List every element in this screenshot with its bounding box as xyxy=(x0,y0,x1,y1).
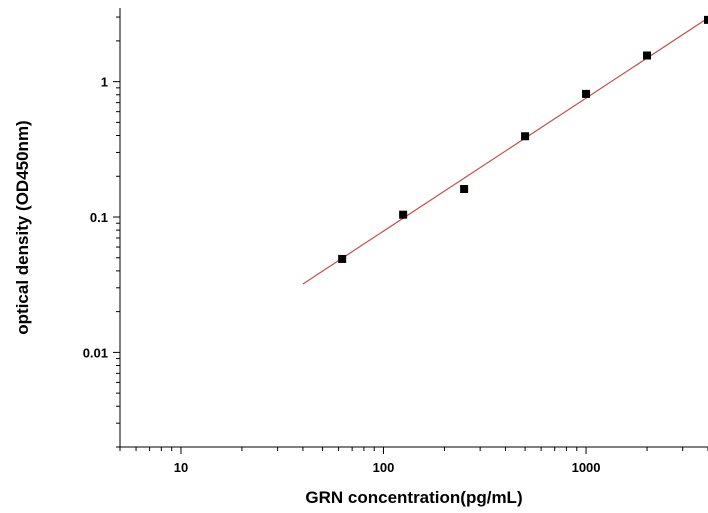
y-tick-label: 1 xyxy=(101,75,108,90)
fit-line-layer xyxy=(302,17,708,285)
y-tick-label: 0.01 xyxy=(83,345,108,360)
data-point xyxy=(399,210,408,219)
x-tick-label: 1000 xyxy=(572,460,601,475)
data-point xyxy=(521,132,530,141)
data-point xyxy=(582,89,591,98)
fit-line xyxy=(302,17,708,285)
data-point xyxy=(460,185,469,194)
x-axis-ticks: 10 100 1000 xyxy=(119,447,708,475)
data-points-layer xyxy=(338,15,708,263)
x-tick-label: 100 xyxy=(373,460,395,475)
y-tick-label: 0.1 xyxy=(90,210,108,225)
x-axis-title: GRN concentration(pg/mL) xyxy=(305,488,522,507)
data-point xyxy=(338,254,347,263)
y-axis-ticks: 0.01 0.1 1 xyxy=(83,16,120,448)
data-point xyxy=(643,51,652,60)
data-point xyxy=(704,15,708,24)
plot-area xyxy=(119,8,708,448)
x-tick-label: 10 xyxy=(174,460,188,475)
y-axis-title: optical density (OD450nm) xyxy=(13,120,32,334)
